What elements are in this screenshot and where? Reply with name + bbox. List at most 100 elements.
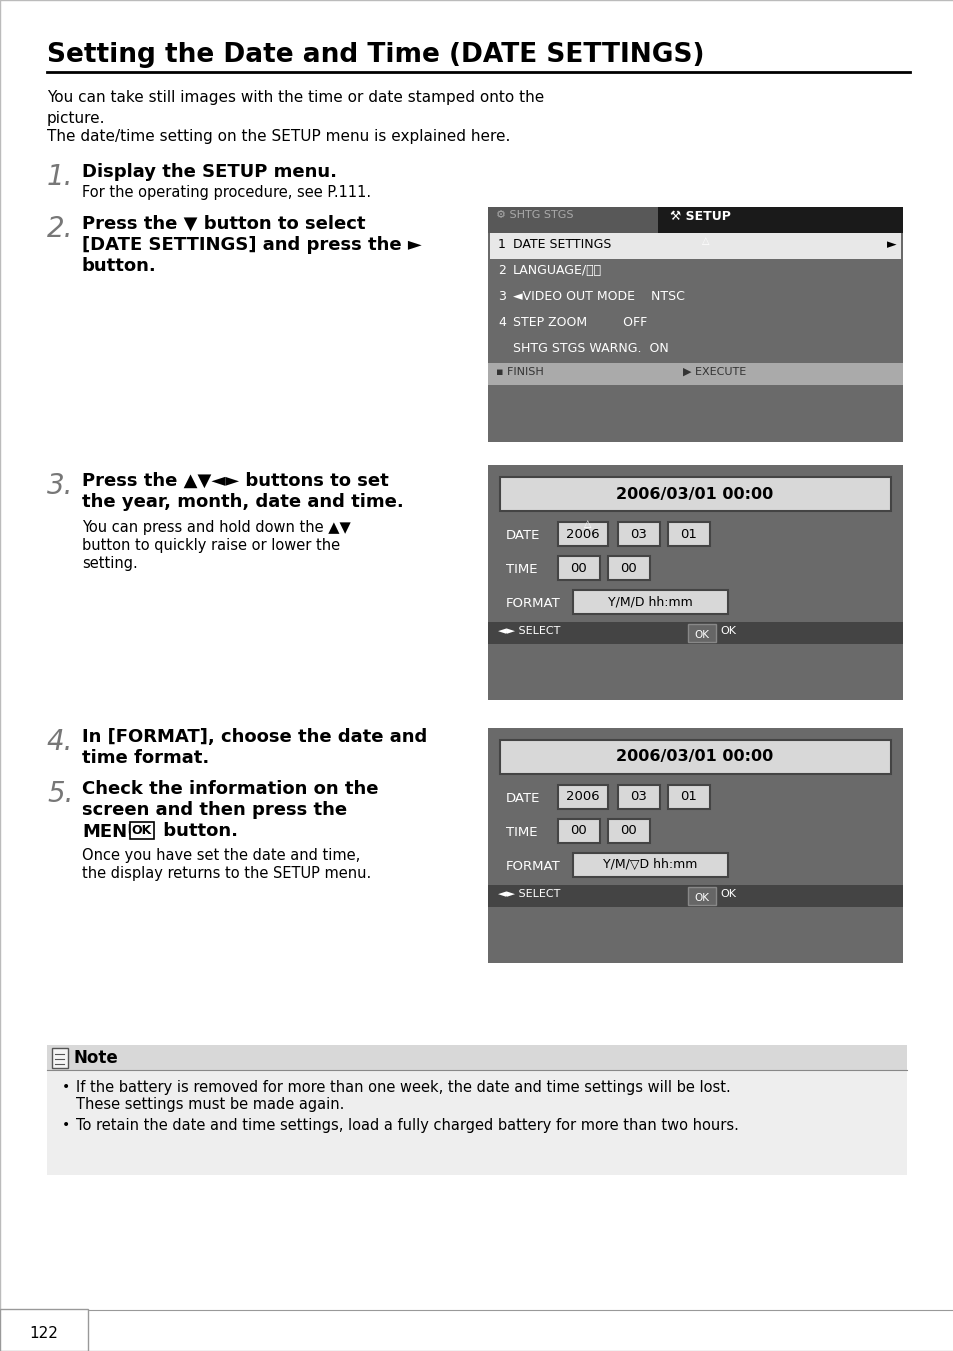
Bar (490, 285, 900, 311)
Text: DATE: DATE (505, 792, 539, 805)
Text: 3: 3 (497, 290, 505, 303)
Text: △: △ (701, 236, 709, 246)
Bar (558, 521, 607, 546)
Text: OK: OK (694, 630, 709, 640)
Text: [DATE SETTINGS] and press the ►: [DATE SETTINGS] and press the ► (82, 236, 421, 254)
Bar (499, 477, 890, 511)
Text: ◄► SELECT: ◄► SELECT (497, 626, 559, 636)
Text: 03: 03 (630, 527, 647, 540)
Text: DATE SETTINGS: DATE SETTINGS (513, 238, 611, 251)
Text: TIME: TIME (505, 825, 537, 839)
Text: OK: OK (132, 824, 152, 836)
Bar (488, 885, 902, 907)
Bar (488, 728, 902, 963)
Text: These settings must be made again.: These settings must be made again. (76, 1097, 344, 1112)
Bar (667, 521, 709, 546)
Text: setting.: setting. (82, 557, 137, 571)
Text: OK: OK (720, 626, 735, 636)
Text: If the battery is removed for more than one week, the date and time settings wil: If the battery is removed for more than … (76, 1079, 730, 1096)
Bar (488, 363, 902, 385)
Bar (607, 819, 649, 843)
Bar (490, 311, 900, 336)
Text: •: • (62, 1079, 71, 1094)
Text: For the operating procedure, see P.111.: For the operating procedure, see P.111. (82, 185, 371, 200)
Bar (490, 336, 900, 363)
Bar (47, 1046, 906, 1070)
Text: 4.: 4. (47, 728, 73, 757)
Text: STEP ZOOM         OFF: STEP ZOOM OFF (513, 316, 646, 330)
Bar (490, 259, 900, 285)
Bar (658, 207, 902, 232)
Bar (667, 785, 709, 809)
Text: button.: button. (82, 257, 156, 276)
Text: 2006: 2006 (565, 790, 599, 804)
Text: OK: OK (694, 893, 709, 902)
Text: ⚒ SETUP: ⚒ SETUP (669, 209, 730, 223)
Text: You can take still images with the time or date stamped onto the: You can take still images with the time … (47, 91, 543, 105)
Text: MENU/: MENU/ (82, 821, 148, 840)
Bar (687, 888, 716, 905)
Text: 3.: 3. (47, 471, 73, 500)
Text: ◄VIDEO OUT MODE    NTSC: ◄VIDEO OUT MODE NTSC (513, 290, 684, 303)
Text: picture.: picture. (47, 111, 106, 126)
Text: Check the information on the: Check the information on the (82, 780, 378, 798)
Text: 4: 4 (497, 316, 505, 330)
Text: Setting the Date and Time (DATE SETTINGS): Setting the Date and Time (DATE SETTINGS… (47, 42, 703, 68)
Bar (488, 621, 902, 644)
Text: Y/M/▽D hh:mm: Y/M/▽D hh:mm (602, 858, 697, 871)
Text: ⚙ SHTG STGS: ⚙ SHTG STGS (496, 209, 573, 220)
Text: ◄► SELECT: ◄► SELECT (497, 889, 559, 898)
Text: Note: Note (74, 1048, 118, 1067)
Text: Press the ▲▼◄► buttons to set: Press the ▲▼◄► buttons to set (82, 471, 388, 490)
Text: ▪ FINISH: ▪ FINISH (496, 367, 543, 377)
Bar (488, 207, 902, 232)
Bar (47, 1070, 906, 1175)
Text: •: • (62, 1119, 71, 1132)
Bar (490, 232, 900, 259)
Text: 00: 00 (620, 824, 637, 838)
Bar (607, 557, 649, 580)
Text: Once you have set the date and time,: Once you have set the date and time, (82, 848, 360, 863)
Bar (573, 852, 727, 877)
Text: FORMAT: FORMAT (505, 861, 560, 873)
Text: To retain the date and time settings, load a fully charged battery for more than: To retain the date and time settings, lo… (76, 1119, 739, 1133)
Text: screen and then press the: screen and then press the (82, 801, 347, 819)
Text: Display the SETUP menu.: Display the SETUP menu. (82, 163, 336, 181)
Bar (488, 465, 902, 700)
Text: You can press and hold down the ▲▼: You can press and hold down the ▲▼ (82, 520, 351, 535)
Text: 5.: 5. (47, 780, 73, 808)
Text: the display returns to the SETUP menu.: the display returns to the SETUP menu. (82, 866, 371, 881)
Text: ▶ EXECUTE: ▶ EXECUTE (682, 367, 745, 377)
Text: In [FORMAT], choose the date and: In [FORMAT], choose the date and (82, 728, 427, 746)
Bar (488, 207, 902, 442)
Text: Press the ▼ button to select: Press the ▼ button to select (82, 215, 365, 232)
Text: 2.: 2. (47, 215, 73, 243)
Text: △: △ (583, 519, 591, 530)
Text: 2006/03/01 00:00: 2006/03/01 00:00 (616, 486, 773, 501)
Bar (558, 819, 599, 843)
Bar (0, 1309, 88, 1351)
Text: 01: 01 (679, 527, 697, 540)
Text: button to quickly raise or lower the: button to quickly raise or lower the (82, 538, 340, 553)
Bar (499, 740, 890, 774)
Text: button.: button. (157, 821, 237, 840)
Bar (488, 207, 658, 232)
Text: the year, month, date and time.: the year, month, date and time. (82, 493, 403, 511)
Bar (558, 557, 599, 580)
Text: 2: 2 (497, 263, 505, 277)
Text: The date/time setting on the SETUP menu is explained here.: The date/time setting on the SETUP menu … (47, 128, 510, 145)
Text: 01: 01 (679, 790, 697, 804)
Text: 00: 00 (570, 824, 587, 838)
Text: TIME: TIME (505, 563, 537, 576)
Text: Y/M/D hh:mm: Y/M/D hh:mm (607, 596, 692, 608)
Bar (573, 590, 727, 613)
Bar (558, 785, 607, 809)
Text: OK: OK (720, 889, 735, 898)
Text: time format.: time format. (82, 748, 209, 767)
Text: ►: ► (886, 238, 896, 251)
Text: 122: 122 (30, 1325, 58, 1340)
Bar (130, 821, 153, 839)
Text: 03: 03 (630, 790, 647, 804)
Text: FORMAT: FORMAT (505, 597, 560, 611)
Text: 2006/03/01 00:00: 2006/03/01 00:00 (616, 750, 773, 765)
